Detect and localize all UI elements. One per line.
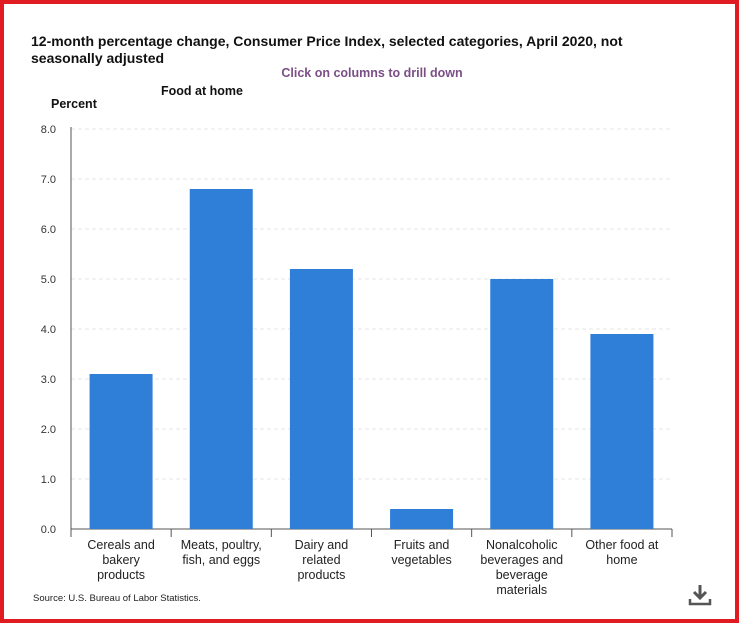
y-tick-label: 7.0 <box>41 174 56 186</box>
y-tick-label: 2.0 <box>41 424 56 436</box>
chart-title: 12-month percentage change, Consumer Pri… <box>31 33 623 66</box>
y-tick-label: 5.0 <box>41 274 56 286</box>
bar[interactable]: Other food at home: 3.9 <box>590 334 654 529</box>
x-category-label: Dairy and related products <box>295 538 349 582</box>
bar[interactable]: Cereals and bakery products: 3.1 <box>89 374 153 529</box>
y-tick-label: 8.0 <box>41 124 56 136</box>
y-tick-label: 4.0 <box>41 324 56 336</box>
bar[interactable]: Meats, poultry, fish, and eggs: 6.8 <box>189 189 253 529</box>
x-category-label: Other food at home <box>585 538 658 567</box>
chart-subtitle: Food at home <box>161 84 243 98</box>
y-tick-label: 1.0 <box>41 474 56 486</box>
bar[interactable]: Dairy and related products: 5.2 <box>289 269 353 529</box>
drill-down-hint: Click on columns to drill down <box>281 66 463 80</box>
x-category-label: Nonalcoholic beverages and beverage materia… <box>480 538 563 597</box>
x-category-label: Fruits and vegetables <box>391 538 451 567</box>
y-axis-unit: Percent <box>51 97 97 111</box>
download-icon <box>688 585 712 606</box>
y-tick-label: 3.0 <box>41 374 56 386</box>
y-tick-label: 0.0 <box>41 524 56 536</box>
x-category-label: Cereals and bakery products <box>87 538 154 582</box>
x-category-label: Meats, poultry, fish, and eggs <box>181 538 262 567</box>
y-tick-label: 6.0 <box>41 224 56 236</box>
source-note: Source: U.S. Bureau of Labor Statistics. <box>33 593 201 604</box>
download-button[interactable] <box>687 583 713 607</box>
bar[interactable]: Nonalcoholic beverages and beverage mate… <box>490 279 554 529</box>
bar-chart: 0.0 1.0 2.0 3.0 4.0 5.0 6.0 7.0 8.0 Cereals and b… <box>41 124 673 597</box>
bar[interactable]: Fruits and vegetables: 0.4 <box>390 509 454 529</box>
